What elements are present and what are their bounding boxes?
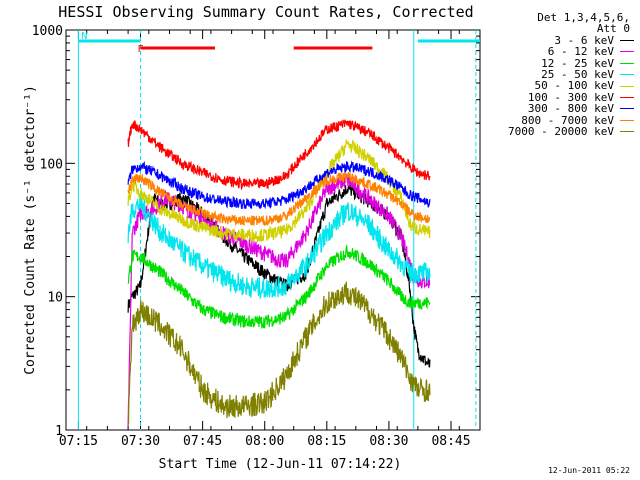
- legend-swatch: [620, 97, 634, 99]
- legend-entries: 3 - 6 keV 6 - 12 keV 12 - 25 keV 25 - 50 ke…: [486, 33, 636, 137]
- series-line-8: [127, 281, 431, 425]
- legend-entry-label: 50 - 100 keV: [534, 79, 614, 93]
- legend-swatch: [620, 74, 634, 76]
- legend-entry-label: 3 - 6 keV: [554, 33, 614, 47]
- legend-entry: 6 - 12 keV: [486, 45, 636, 59]
- legend-swatch: [620, 62, 634, 64]
- legend-entry-label: 7000 - 20000 keV: [508, 125, 614, 139]
- x-tick-label: 08:30: [369, 434, 408, 449]
- legend-entry: 800 - 7000 keV: [486, 113, 636, 127]
- x-tick-label: 07:15: [59, 434, 98, 449]
- legend-header-line2: Att 0: [596, 22, 630, 36]
- chart-title: HESSI Observing Summary Count Rates, Cor…: [58, 3, 473, 21]
- series-line-2: [127, 245, 431, 330]
- legend-entry: 25 - 50 keV: [486, 69, 636, 80]
- series-line-4: [127, 138, 431, 243]
- legend-swatch: [620, 131, 634, 133]
- series-line-1: [127, 173, 431, 427]
- flag-label-f: F: [137, 44, 143, 55]
- legend-entry: 50 - 100 keV: [486, 79, 636, 93]
- legend-entry-label: 25 - 50 keV: [541, 68, 614, 82]
- series-line-6: [127, 160, 431, 210]
- legend-entry: 300 - 800 keV: [486, 102, 636, 116]
- y-tick-label: 10: [47, 291, 63, 306]
- y-tick-label: 100: [40, 157, 63, 172]
- legend-swatch: [620, 119, 634, 121]
- legend-entry-label: 100 - 300 keV: [527, 90, 614, 104]
- series-line-3: [127, 191, 431, 300]
- legend-swatch: [620, 40, 634, 42]
- legend-swatch: [620, 108, 634, 110]
- series-line-7: [127, 172, 431, 227]
- x-tick-label: 08:45: [431, 434, 470, 449]
- legend-entry-label: 300 - 800 keV: [527, 102, 614, 116]
- y-axis-label: Corrected Count Rate (s⁻¹ detector⁻¹): [23, 85, 38, 375]
- legend-swatch: [620, 85, 634, 87]
- x-tick-label: 07:45: [183, 434, 222, 449]
- x-axis-label: Start Time (12-Jun-11 07:14:22): [159, 457, 402, 472]
- legend-entry: 3 - 6 keV: [486, 33, 636, 47]
- legend-entry: 7000 - 20000 keV: [486, 126, 636, 137]
- x-tick-label: 07:30: [121, 434, 160, 449]
- legend-entry-label: 6 - 12 keV: [547, 45, 614, 59]
- legend-entry-label: 800 - 7000 keV: [521, 113, 614, 127]
- legend-entry: 12 - 25 keV: [486, 56, 636, 70]
- legend-header-line1: Det 1,3,4,5,6,: [537, 11, 630, 24]
- series-line-5: [127, 119, 431, 191]
- y-tick-label: 1000: [32, 24, 63, 39]
- flag-label-n: N: [81, 31, 87, 42]
- legend-entry-label: 12 - 25 keV: [541, 56, 614, 70]
- x-tick-label: 08:00: [245, 434, 284, 449]
- plot-area: 07:15 07:30 07:45 08:00 08:15 08:30 08:45 1 10 10…: [32, 24, 481, 449]
- legend-swatch: [620, 51, 634, 53]
- x-tick-label: 08:15: [307, 434, 346, 449]
- y-tick-label: 1: [55, 424, 63, 439]
- date-stamp: 12-Jun-2011 05:22: [548, 466, 630, 475]
- legend-entry: 100 - 300 keV: [486, 90, 636, 104]
- legend: Det 1,3,4,5,6, Att 0 3 - 6 keV 6 - 12 keV…: [486, 12, 636, 137]
